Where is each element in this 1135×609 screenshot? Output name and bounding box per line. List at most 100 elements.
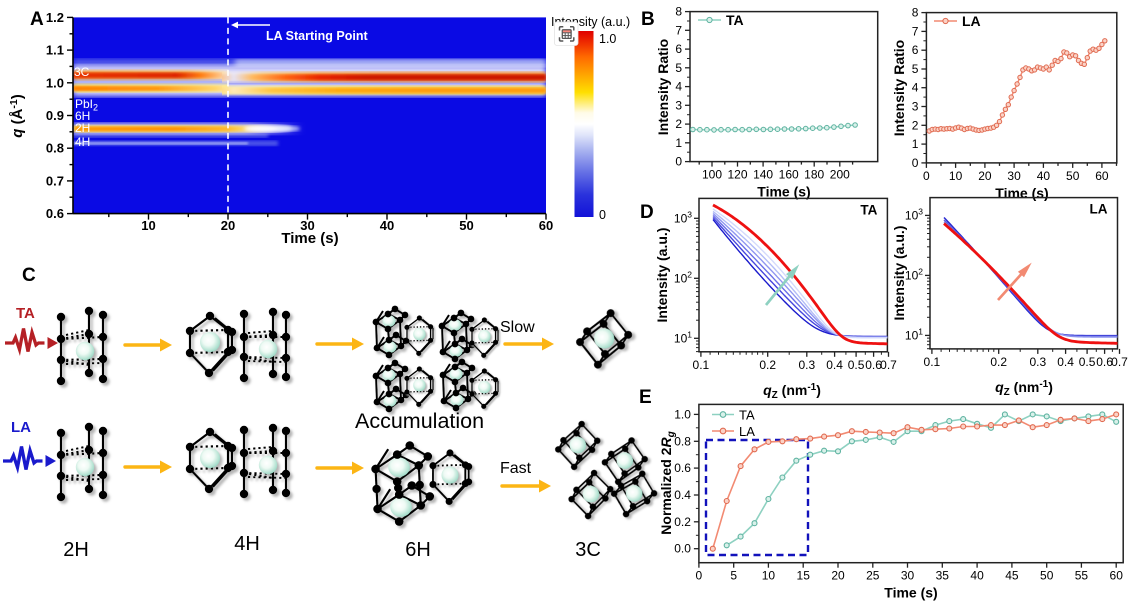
- svg-text:0.0: 0.0: [674, 542, 691, 556]
- svg-text:35: 35: [936, 569, 950, 583]
- svg-text:LA: LA: [1090, 202, 1108, 217]
- svg-text:40: 40: [970, 569, 984, 583]
- svg-text:Intensity (a.u.): Intensity (a.u.): [654, 228, 670, 323]
- svg-text:20: 20: [831, 569, 845, 583]
- svg-text:25: 25: [866, 569, 880, 583]
- svg-text:50: 50: [1040, 569, 1054, 583]
- svg-text:200: 200: [830, 168, 850, 182]
- svg-text:160: 160: [779, 168, 799, 182]
- svg-text:0: 0: [675, 155, 682, 169]
- svg-text:D: D: [640, 202, 654, 223]
- svg-text:180: 180: [804, 168, 824, 182]
- svg-text:5: 5: [675, 61, 682, 75]
- svg-text:4: 4: [675, 80, 682, 94]
- svg-text:15: 15: [797, 569, 811, 583]
- svg-text:1.0: 1.0: [46, 75, 64, 90]
- svg-text:140: 140: [753, 168, 773, 182]
- svg-text:30: 30: [901, 569, 915, 583]
- svg-text:55: 55: [1075, 569, 1089, 583]
- svg-text:0.5: 0.5: [1079, 355, 1096, 369]
- svg-text:E: E: [639, 387, 652, 408]
- svg-text:2H: 2H: [75, 121, 90, 135]
- svg-text:45: 45: [1005, 569, 1019, 583]
- svg-text:Normalized 2Rg: Normalized 2Rg: [658, 431, 677, 534]
- svg-text:5: 5: [912, 62, 919, 76]
- svg-text:Accumulation: Accumulation: [355, 409, 484, 433]
- svg-text:Time (s): Time (s): [884, 585, 937, 601]
- svg-text:0: 0: [912, 156, 919, 170]
- svg-text:PbI2: PbI2: [75, 97, 98, 113]
- svg-text:6: 6: [675, 42, 682, 56]
- svg-text:6: 6: [912, 43, 919, 57]
- svg-text:TA: TA: [726, 12, 744, 28]
- svg-text:0.4: 0.4: [674, 488, 691, 502]
- svg-text:0.3: 0.3: [1029, 355, 1046, 369]
- svg-text:100: 100: [702, 168, 722, 182]
- svg-text:Intensity Ratio: Intensity Ratio: [655, 39, 671, 135]
- svg-text:60: 60: [1110, 569, 1124, 583]
- svg-text:30: 30: [300, 218, 314, 233]
- svg-text:1: 1: [675, 136, 682, 150]
- svg-text:0.6: 0.6: [865, 358, 882, 372]
- svg-text:0.2: 0.2: [990, 355, 1007, 369]
- svg-text:10: 10: [762, 569, 776, 583]
- svg-text:120: 120: [727, 168, 747, 182]
- svg-text:LA: LA: [962, 13, 981, 29]
- svg-text:10: 10: [949, 169, 963, 183]
- svg-text:0.1: 0.1: [693, 358, 710, 372]
- svg-text:Fast: Fast: [500, 460, 532, 477]
- svg-text:3C: 3C: [575, 539, 601, 561]
- svg-text:7: 7: [675, 23, 682, 37]
- svg-text:4H: 4H: [234, 533, 260, 555]
- svg-text:0.4: 0.4: [1057, 355, 1074, 369]
- svg-text:1: 1: [912, 137, 919, 151]
- svg-text:LA: LA: [11, 419, 31, 436]
- svg-text:1.0: 1.0: [599, 32, 616, 46]
- svg-text:0.8: 0.8: [674, 434, 691, 448]
- svg-text:2: 2: [912, 118, 919, 132]
- svg-text:C: C: [22, 265, 36, 286]
- svg-text:10: 10: [141, 218, 155, 233]
- svg-text:7: 7: [912, 24, 919, 38]
- svg-text:0.6: 0.6: [674, 461, 691, 475]
- svg-text:A: A: [30, 9, 44, 30]
- svg-text:0.4: 0.4: [826, 358, 843, 372]
- svg-text:30: 30: [1007, 169, 1021, 183]
- svg-text:40: 40: [380, 218, 394, 233]
- svg-text:1.0: 1.0: [674, 407, 691, 421]
- svg-text:0: 0: [599, 208, 606, 222]
- svg-text:1.2: 1.2: [46, 10, 64, 25]
- svg-text:TA: TA: [739, 408, 755, 423]
- svg-text:0.3: 0.3: [798, 358, 815, 372]
- svg-text:0.6: 0.6: [1096, 355, 1113, 369]
- svg-text:50: 50: [459, 218, 473, 233]
- svg-text:Time (s): Time (s): [281, 230, 338, 247]
- svg-text:0: 0: [696, 569, 703, 583]
- svg-text:0.6: 0.6: [46, 206, 64, 221]
- svg-text:60: 60: [1095, 169, 1109, 183]
- svg-text:5: 5: [730, 569, 737, 583]
- svg-text:0.2: 0.2: [759, 358, 776, 372]
- svg-text:2: 2: [675, 117, 682, 131]
- svg-text:8: 8: [912, 6, 919, 20]
- svg-text:0.1: 0.1: [924, 355, 941, 369]
- svg-text:6H: 6H: [75, 109, 90, 123]
- svg-text:20: 20: [221, 218, 235, 233]
- svg-text:Time (s): Time (s): [995, 185, 1048, 201]
- svg-text:0.9: 0.9: [46, 108, 64, 123]
- svg-text:3C: 3C: [74, 65, 90, 79]
- svg-text:4H: 4H: [75, 135, 90, 149]
- svg-text:20: 20: [978, 169, 992, 183]
- svg-text:Intensity (a.u.): Intensity (a.u.): [891, 226, 907, 321]
- svg-text:8: 8: [675, 5, 682, 19]
- svg-text:TA: TA: [16, 305, 35, 322]
- svg-text:2H: 2H: [63, 539, 89, 561]
- svg-text:4: 4: [912, 81, 919, 95]
- svg-text:1.1: 1.1: [46, 43, 64, 58]
- svg-text:3: 3: [912, 100, 919, 114]
- svg-text:Intensity Ratio: Intensity Ratio: [891, 40, 907, 136]
- svg-text:6H: 6H: [405, 539, 431, 561]
- svg-text:0.7: 0.7: [880, 358, 897, 372]
- svg-text:LA Starting Point: LA Starting Point: [266, 29, 368, 43]
- svg-text:60: 60: [539, 218, 553, 233]
